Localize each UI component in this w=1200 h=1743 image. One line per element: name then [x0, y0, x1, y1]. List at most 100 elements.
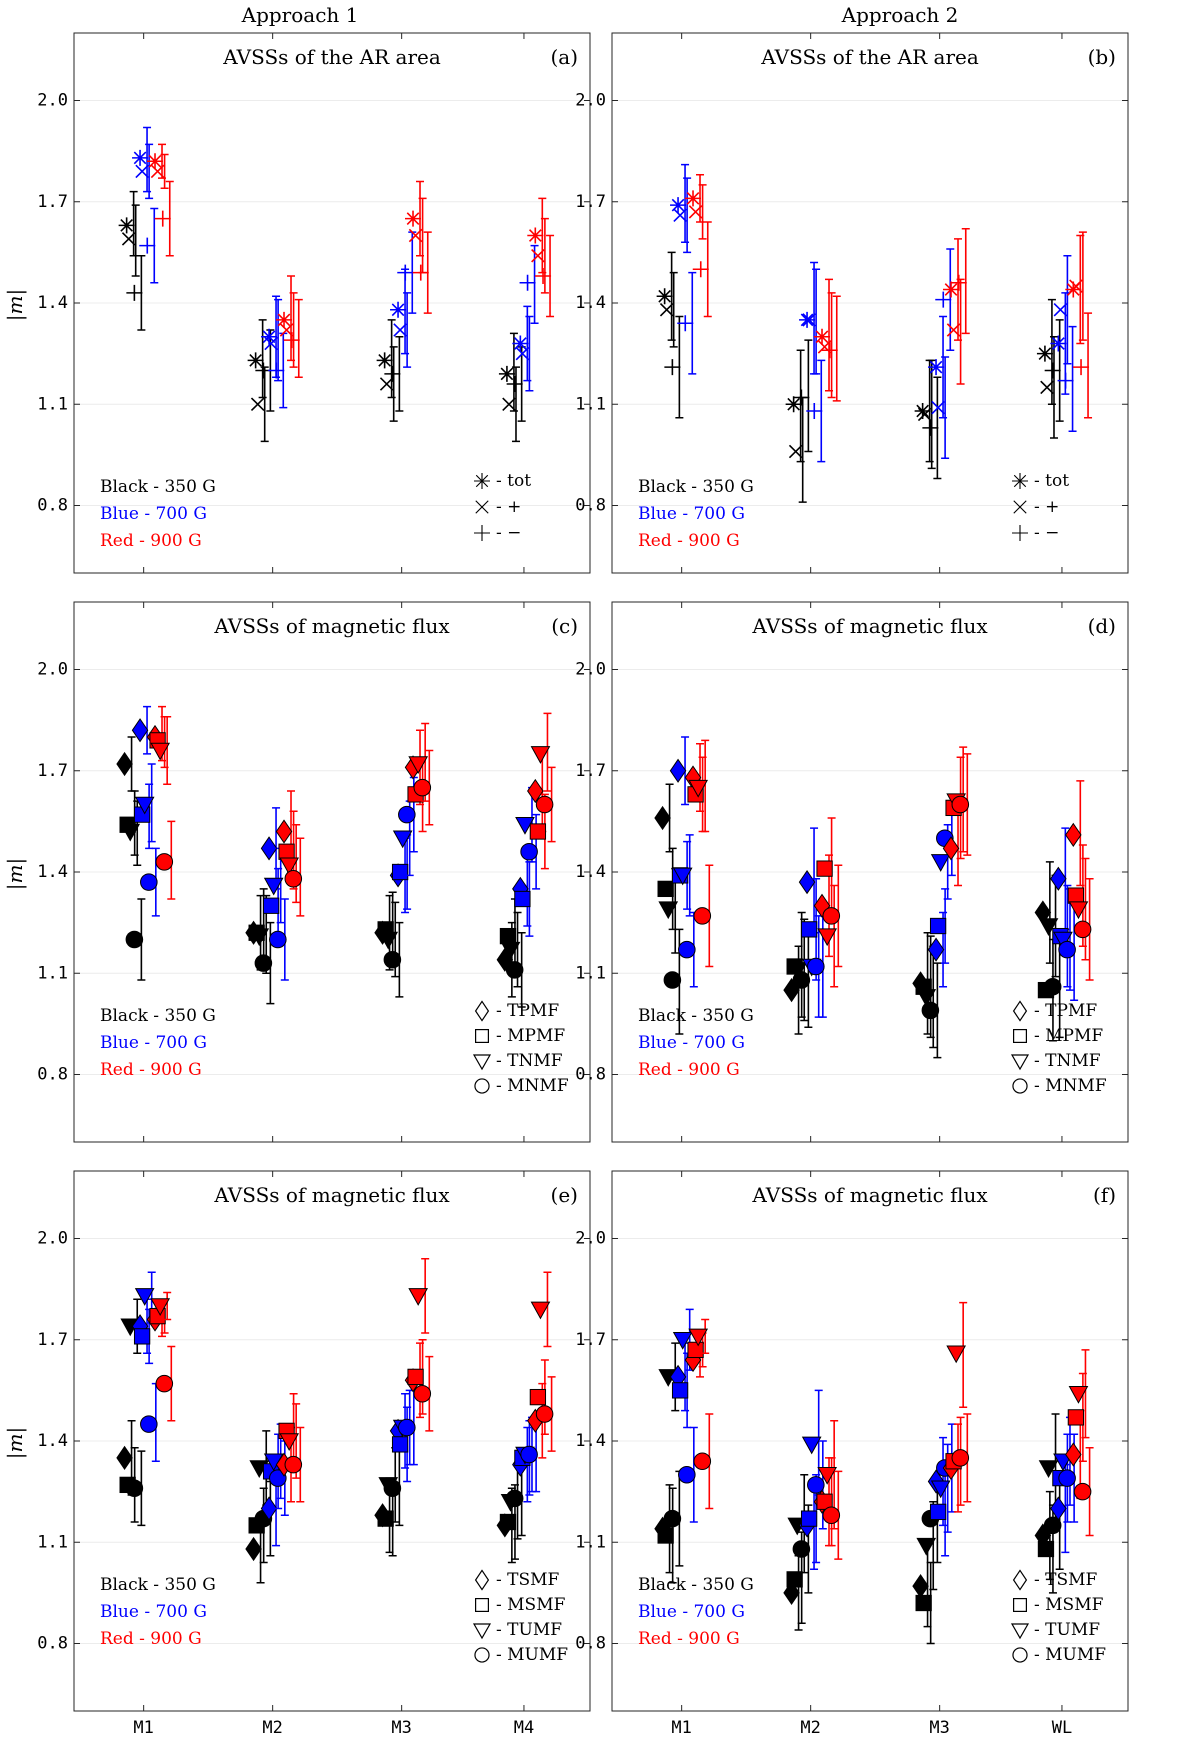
data-point: [928, 359, 945, 376]
legend-color-entry: Red - 900 G: [638, 1629, 740, 1649]
error-bar: [701, 739, 710, 833]
data-point: [502, 397, 516, 412]
data-point: [278, 843, 295, 860]
legend-color-entry: Red - 900 G: [100, 1060, 202, 1080]
panel-label: (b): [1088, 45, 1116, 69]
plot-frame: [611, 601, 1129, 1143]
data-point: [670, 197, 687, 214]
data-point: [535, 795, 554, 814]
data-point: [392, 830, 413, 849]
data-point: [408, 228, 423, 243]
x-tick-label: M1: [133, 1718, 153, 1738]
legend-marker-symbol: [1012, 1078, 1028, 1094]
data-point: [154, 210, 171, 227]
legend-marker-label: - MPMF: [1034, 1026, 1103, 1046]
data-point: [408, 1288, 429, 1306]
column-title-approach-1: Approach 1: [241, 3, 359, 27]
panel-title: AVSSs of magnetic flux: [751, 614, 988, 638]
data-point: [927, 937, 945, 962]
y-tick-label: 1.4: [575, 1431, 606, 1451]
y-tick-label: 0.8: [37, 1634, 68, 1654]
data-point: [814, 328, 831, 345]
data-point: [391, 863, 409, 881]
data-point: [498, 365, 515, 382]
data-point: [1044, 362, 1061, 379]
data-point: [801, 1436, 822, 1455]
data-point: [785, 396, 802, 413]
y-tick-label: 1.7: [37, 192, 68, 212]
data-point: [125, 1479, 144, 1498]
data-point: [802, 313, 816, 327]
y-tick-label: 0.8: [575, 1065, 606, 1085]
data-point: [787, 962, 808, 980]
error-bar: [421, 1257, 430, 1334]
data-point: [1065, 822, 1082, 848]
error-bar: [685, 834, 694, 917]
legend-marker-label: - TUMF: [1034, 1620, 1100, 1640]
data-point: [405, 210, 422, 227]
data-point: [1038, 918, 1059, 937]
data-point: [1065, 1442, 1082, 1467]
legend-marker-symbol: [474, 473, 490, 489]
data-point: [260, 1496, 278, 1521]
data-point: [139, 237, 156, 254]
data-point: [915, 1594, 932, 1612]
legend-marker-symbol: [472, 1623, 492, 1640]
data-point: [921, 1001, 940, 1020]
data-point: [807, 957, 825, 976]
data-point: [520, 842, 538, 861]
legend-marker-label: - +: [496, 497, 521, 517]
data-point: [1057, 372, 1074, 389]
error-bar: [683, 177, 692, 254]
data-point: [249, 928, 270, 947]
data-point: [262, 897, 280, 914]
legend-marker-label: - MNMF: [1034, 1076, 1107, 1096]
data-point: [916, 1537, 937, 1556]
error-bar: [698, 184, 707, 240]
y-tick-label: 1.1: [575, 963, 606, 983]
data-point: [942, 836, 960, 861]
error-bar: [147, 763, 156, 843]
data-point: [800, 921, 818, 938]
legend-marker-symbol: [1012, 473, 1028, 489]
legend-color-entry: Blue - 700 G: [100, 1602, 207, 1622]
data-point: [120, 823, 141, 842]
data-point: [930, 854, 951, 872]
data-point: [527, 227, 544, 244]
legend-color-entry: Black - 350 G: [638, 1575, 754, 1595]
data-point: [263, 877, 284, 896]
legend-color-entry: Blue - 700 G: [638, 504, 745, 524]
data-point: [535, 268, 552, 284]
y-axis-label: |m|: [3, 1427, 28, 1459]
data-point: [530, 746, 551, 764]
data-point: [520, 1445, 538, 1464]
y-tick-label: 1.4: [575, 862, 606, 882]
data-point: [816, 1493, 833, 1510]
data-point: [408, 756, 429, 775]
x-tick-label: M3: [929, 1718, 949, 1738]
data-point: [1050, 1496, 1067, 1521]
data-point: [1050, 335, 1067, 352]
data-point: [390, 301, 407, 318]
data-point: [806, 403, 823, 419]
data-point: [1037, 1540, 1055, 1558]
data-point: [654, 805, 671, 831]
column-title-approach-2: Approach 2: [841, 3, 959, 27]
legend-marker-label: - MPMF: [496, 1026, 565, 1046]
data-point: [807, 1476, 825, 1494]
panels: 0.8 1.1 1.4 1.7 2.0 |m| AVSSs of the AR area (a…: [3, 32, 1129, 1738]
data-point: [943, 281, 960, 298]
data-point: [134, 1288, 155, 1306]
data-point: [245, 1536, 262, 1562]
panel-e: 0.8 1.1 1.4 1.7 2.0 M1 M2 M3 M4 |m| AVSSs of magne…: [3, 1170, 591, 1738]
y-tick-label: 1.1: [37, 1532, 68, 1552]
data-point: [391, 1436, 409, 1453]
error-bar: [163, 715, 172, 786]
data-point: [1036, 345, 1053, 362]
data-point: [377, 1510, 394, 1527]
error-bar: [511, 366, 520, 443]
y-tick-label: 1.4: [575, 293, 606, 313]
legend-marker-symbol: [1012, 1028, 1027, 1043]
legend-marker-symbol: [1013, 500, 1027, 514]
error-bar: [669, 271, 678, 348]
